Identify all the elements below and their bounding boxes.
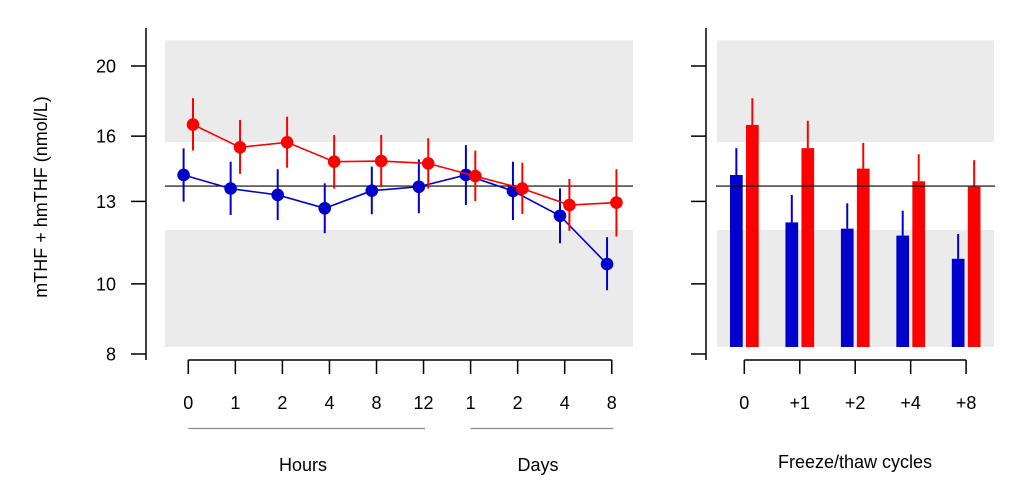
bar-blue bbox=[840, 228, 854, 348]
x-tick-label: 0 bbox=[739, 393, 749, 413]
x-tick-label: 12 bbox=[414, 393, 434, 413]
x-tick-label: +4 bbox=[900, 393, 921, 413]
x-tick-label: +8 bbox=[956, 393, 977, 413]
bar-red bbox=[912, 181, 926, 348]
data-point-blue bbox=[553, 209, 567, 223]
y-tick-label: 8 bbox=[106, 345, 116, 365]
data-point-blue bbox=[177, 168, 190, 182]
y-tick-label: 10 bbox=[96, 274, 116, 294]
x-tick-label: 4 bbox=[560, 393, 570, 413]
data-point-red bbox=[186, 118, 200, 131]
bar-red bbox=[967, 186, 981, 348]
x-tick-label: 4 bbox=[324, 393, 334, 413]
x-tick-label: 1 bbox=[230, 393, 240, 413]
reference-band-1 bbox=[717, 229, 994, 348]
bar-blue bbox=[730, 174, 743, 348]
y-tick-label: 20 bbox=[96, 57, 116, 77]
right-panel: 0 +1 +2 +4 +8 bbox=[691, 28, 995, 413]
y-tick-label: 13 bbox=[96, 192, 116, 212]
y-axis-title: mTHF + hmTHF (nmol/L) bbox=[31, 96, 51, 298]
data-point-red bbox=[610, 196, 623, 209]
data-point-red bbox=[421, 157, 435, 170]
data-point-blue bbox=[271, 188, 285, 202]
data-point-red bbox=[563, 198, 576, 212]
bar-blue bbox=[896, 235, 910, 348]
data-point-blue bbox=[412, 180, 426, 194]
bar-blue bbox=[951, 258, 965, 348]
reference-band-0 bbox=[717, 40, 994, 143]
bar-red bbox=[801, 148, 815, 348]
data-point-blue bbox=[506, 184, 520, 198]
bar-red bbox=[746, 124, 759, 348]
x-tick-label: 0 bbox=[183, 393, 193, 413]
x-tick-label: 2 bbox=[277, 393, 287, 413]
y-tick-label: 16 bbox=[96, 127, 116, 147]
series-line-blue bbox=[183, 174, 608, 265]
x-tick-label: 8 bbox=[607, 393, 617, 413]
data-point-red bbox=[374, 154, 388, 168]
reference-band-1 bbox=[165, 229, 633, 348]
series-line-red bbox=[192, 123, 617, 206]
x-tick-label: 1 bbox=[466, 393, 476, 413]
reference-band-0 bbox=[165, 40, 633, 143]
x-tick-label: 8 bbox=[371, 393, 381, 413]
data-point-blue bbox=[318, 201, 332, 215]
data-point-red bbox=[280, 135, 294, 149]
data-point-red bbox=[233, 141, 247, 154]
data-point-red bbox=[516, 182, 529, 195]
x-axis-title-freeze-thaw: Freeze/thaw cycles bbox=[778, 452, 932, 472]
data-point-red bbox=[327, 155, 341, 169]
x-tick-label: 2 bbox=[513, 393, 523, 413]
data-point-blue bbox=[459, 168, 473, 182]
data-point-blue bbox=[224, 182, 237, 195]
data-point-red bbox=[469, 169, 482, 183]
x-tick-label: +1 bbox=[789, 393, 810, 413]
data-point-blue bbox=[600, 257, 614, 271]
data-point-blue bbox=[365, 184, 379, 198]
bar-red bbox=[856, 168, 870, 348]
x-group-label-days: Days bbox=[517, 455, 558, 475]
x-tick-label: +2 bbox=[845, 393, 866, 413]
x-group-label-hours: Hours bbox=[279, 455, 327, 475]
bar-blue bbox=[785, 222, 799, 348]
